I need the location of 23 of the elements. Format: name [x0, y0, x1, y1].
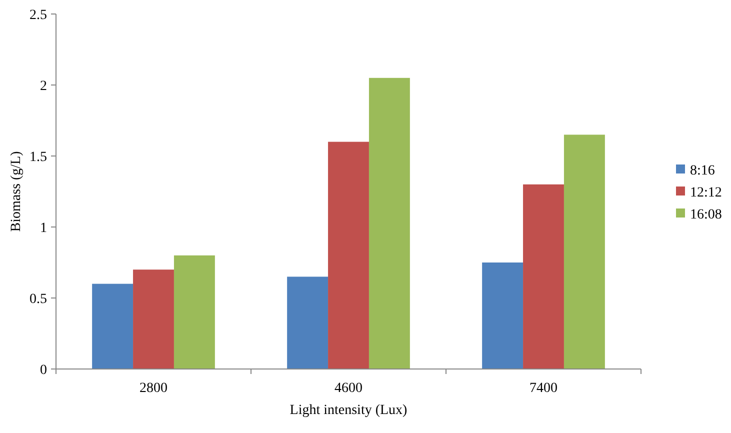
bar — [523, 184, 564, 369]
bar — [368, 78, 410, 369]
x-tick-label: 2800 — [140, 381, 168, 396]
legend-label: 8:16 — [690, 163, 715, 178]
bar — [328, 142, 369, 369]
legend-label: 16:08 — [690, 207, 722, 222]
y-tick-label: 2.5 — [30, 8, 47, 23]
y-tick-label: 1 — [40, 220, 47, 236]
y-tick-label: 2 — [40, 78, 47, 94]
bar — [482, 262, 524, 369]
bar — [92, 284, 134, 369]
x-tick-label: 7400 — [530, 381, 558, 396]
y-axis-title: Biomass (g/L) — [9, 150, 24, 232]
y-tick-label: 0 — [40, 362, 47, 378]
y-tick-label: 1.5 — [30, 150, 47, 165]
legend-label: 12:12 — [690, 185, 722, 200]
y-tick-label: 0.5 — [30, 292, 47, 307]
x-axis-title: Light intensity (Lux) — [290, 403, 408, 418]
x-tick-label: 4600 — [334, 381, 362, 396]
bar — [174, 255, 215, 369]
bar — [133, 270, 174, 369]
bar — [564, 134, 605, 369]
bar — [287, 276, 328, 369]
